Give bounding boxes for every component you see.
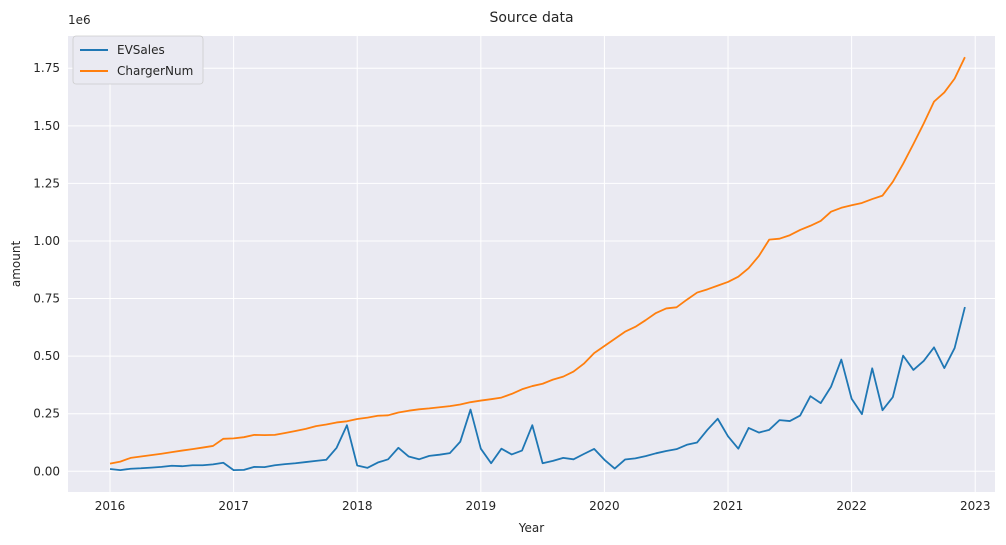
series-layer [109,56,966,472]
series-line-chargernum [109,56,966,465]
chart-title: Source data [489,10,573,26]
y-tick-label: 0.50 [33,349,60,363]
y-tick-label: 0.25 [33,407,60,421]
x-tick-label: 2017 [218,499,249,513]
grid [68,36,995,492]
legend-label-chargernum: ChargerNum [117,64,193,78]
y-axis-label: amount [9,241,23,288]
x-tick-label: 2021 [713,499,744,513]
y-tick-label: 1.25 [33,176,60,190]
x-tick-label: 2019 [466,499,497,513]
x-tick-label: 2020 [589,499,620,513]
x-tick-label: 2018 [342,499,373,513]
legend: EVSales ChargerNum [72,35,204,85]
plot-background [68,36,995,492]
legend-label-evsales: EVSales [117,43,165,57]
y-tick-label: 0.75 [33,292,60,306]
y-tick-label: 1.75 [33,61,60,75]
y-axis-offset-label: 1e6 [68,13,91,27]
y-tick-label: 0.00 [33,464,60,478]
series-line-evsales [109,306,966,472]
x-tick-label: 2022 [836,499,867,513]
x-tick-label: 2023 [960,499,991,513]
y-tick-label: 1.00 [33,234,60,248]
y-ticks: 0.00 0.25 0.50 0.75 1.00 1.25 1.50 1.75 [33,61,60,478]
x-ticks: 2016 2017 2018 2019 2020 2021 2022 2023 [95,499,991,513]
x-tick-label: 2016 [95,499,126,513]
x-axis-label: Year [518,521,544,535]
y-tick-label: 1.50 [33,119,60,133]
